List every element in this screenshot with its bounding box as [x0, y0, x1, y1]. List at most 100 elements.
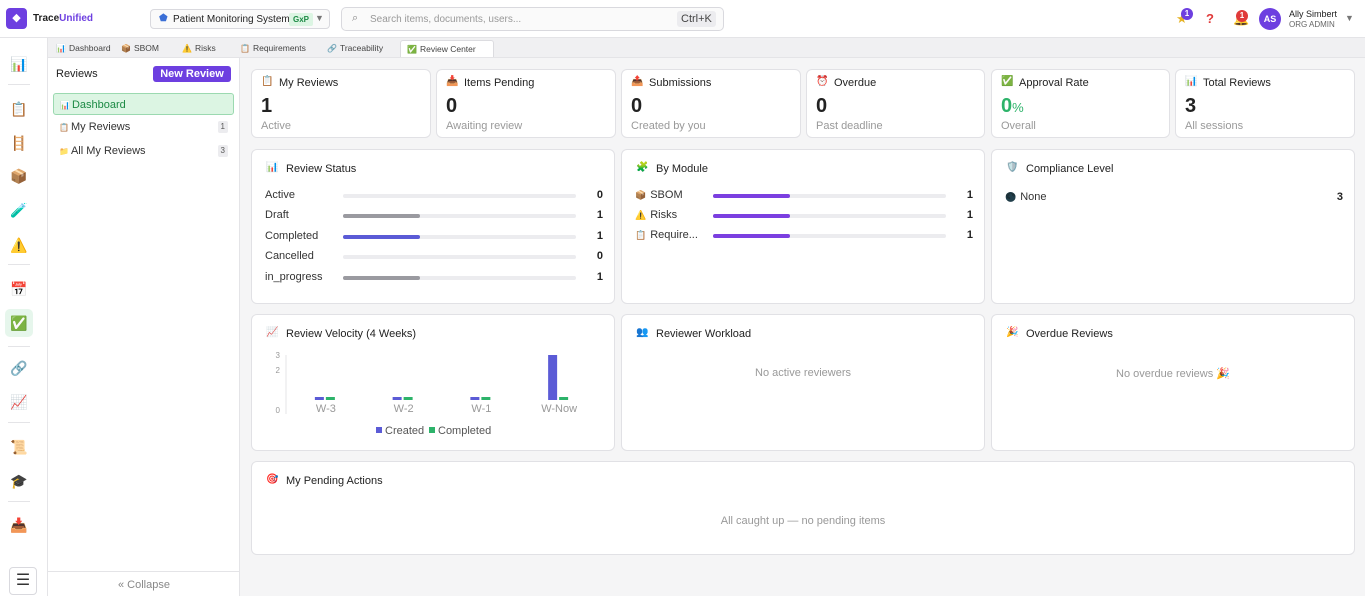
status-row: Draft 1: [265, 207, 603, 223]
row-label-text: Completed: [265, 229, 319, 242]
scroll-icon[interactable]: 📜: [10, 439, 28, 455]
status-row: in_progress 1: [265, 269, 603, 285]
search-shortcut: Ctrl+K: [677, 11, 716, 27]
sidebar-title: Reviews: [56, 68, 98, 80]
card-title: Review Velocity (4 Weeks): [286, 328, 417, 340]
row-label: 📦 SBOM: [635, 189, 683, 201]
dashboard-icon[interactable]: 📊: [10, 56, 28, 72]
progress-track: [343, 214, 576, 219]
sidebar-item-my-reviews[interactable]: 📋 My Reviews 1: [53, 116, 234, 138]
dashboard-icon: 📊: [60, 101, 70, 110]
test-tube-icon[interactable]: 🧪: [10, 202, 28, 218]
pending-actions-card: 🎯 My Pending Actions All caught up — no …: [251, 461, 1355, 555]
trend-chart-icon[interactable]: 📈: [10, 394, 28, 410]
warning-icon[interactable]: ⚠️: [10, 237, 28, 253]
review-center-icon[interactable]: ✅: [5, 309, 33, 337]
legend-label[interactable]: Created: [385, 425, 424, 437]
rail-divider: [8, 422, 30, 423]
new-review-button[interactable]: New Review: [153, 66, 231, 82]
collapse-button[interactable]: « Collapse: [118, 579, 170, 591]
bar-created-w-now[interactable]: [548, 355, 558, 400]
bar-created-w-3[interactable]: [314, 397, 324, 400]
inbox-icon: 📥: [446, 76, 459, 87]
project-selector[interactable]: ⬟ Patient Monitoring System GxP ▼: [150, 9, 330, 29]
progress-track: [713, 194, 946, 198]
bar-created-w-1[interactable]: [470, 397, 480, 400]
stat-label: Total Reviews: [1203, 77, 1271, 89]
bar-completed-w-2[interactable]: [403, 397, 413, 400]
stat-sub: Past deadline: [816, 120, 883, 132]
row-value: 1: [596, 270, 603, 283]
sidebar-item-all-my-reviews[interactable]: 📁 All My Reviews 3: [53, 140, 234, 162]
legend-label[interactable]: Completed: [438, 425, 491, 437]
tab-requirements[interactable]: 📋 Requirements: [234, 40, 312, 57]
app-name[interactable]: TraceUnified: [33, 13, 93, 24]
stat-card-approval-rate[interactable]: ✅ Approval Rate 0% Overall: [991, 69, 1170, 138]
package-icon: 📦: [121, 44, 131, 53]
chevron-down-icon[interactable]: ▼: [1345, 13, 1354, 23]
hierarchy-icon[interactable]: 🪜: [10, 135, 28, 151]
help-icon[interactable]: ?: [1206, 11, 1214, 26]
stat-card-total-reviews[interactable]: 📊 Total Reviews 3 All sessions: [1175, 69, 1355, 138]
bar-created-w-2[interactable]: [392, 397, 402, 400]
row-value: 1: [596, 209, 603, 222]
review-status-card: 📊 Review Status Active 0 Draft 1 Completed 1 C…: [251, 149, 615, 304]
tab-label: Risks: [194, 43, 216, 53]
check-icon: ✅: [407, 45, 417, 54]
app-name-part1: Trace: [33, 13, 60, 24]
bar-completed-w-now[interactable]: [559, 397, 569, 400]
tab-review-center[interactable]: ✅ Review Center: [400, 40, 494, 57]
sidebar-item-label: Dashboard: [71, 99, 126, 111]
row-value: 1: [966, 209, 973, 221]
link-icon[interactable]: 🔗: [10, 360, 28, 376]
clipboard-icon[interactable]: 📋: [10, 101, 28, 117]
warning-icon: ⚠️: [635, 210, 647, 220]
compliance-level-name: None: [1020, 191, 1047, 203]
review-velocity-card: 📈 Review Velocity (4 Weeks) 0 2 3 W-3 W-2 W-1…: [251, 314, 615, 451]
stat-card-my-reviews[interactable]: 📋 My Reviews 1 Active: [251, 69, 431, 138]
package-icon[interactable]: 📦: [10, 168, 28, 184]
tab-dashboard[interactable]: 📊 Dashboard: [50, 40, 117, 57]
stat-card-overdue[interactable]: ⏰ Overdue 0 Past deadline: [806, 69, 985, 138]
overdue-reviews-card: 🎉 Overdue Reviews No overdue reviews 🎉: [991, 314, 1355, 451]
progress-fill: [343, 214, 420, 219]
global-search[interactable]: ⌕ Search items, documents, users... Ctrl…: [341, 7, 724, 31]
bar-completed-w-3[interactable]: [325, 397, 335, 400]
calendar-icon[interactable]: 📅: [10, 281, 28, 297]
star-icon[interactable]: ★: [1176, 11, 1188, 26]
party-icon: 🎉: [1006, 327, 1019, 338]
shield-icon: 🛡️: [1006, 162, 1019, 173]
stat-value: 0: [631, 95, 643, 117]
row-value: 0: [596, 189, 603, 201]
user-name[interactable]: Ally Simbert: [1289, 9, 1338, 19]
star-badge: 1: [1181, 8, 1193, 20]
approval-rate-value: 0: [1001, 95, 1013, 117]
y-tick-label: 0: [276, 406, 281, 415]
rail-divider: [8, 501, 30, 502]
warning-icon: ⚠️: [182, 44, 192, 53]
card-title: Compliance Level: [1026, 163, 1114, 175]
status-row: Completed 1: [265, 228, 603, 244]
avatar[interactable]: AS: [1259, 8, 1281, 30]
puzzle-icon: 🧩: [636, 162, 649, 173]
sidebar-item-dashboard[interactable]: 📊 Dashboard: [53, 93, 234, 115]
app-logo-icon[interactable]: ◆: [6, 8, 27, 29]
stat-sub: Active: [261, 120, 291, 132]
stat-sub: Awaiting review: [446, 120, 523, 132]
sidebar-divider: [48, 571, 240, 572]
check-icon: ✅: [1001, 76, 1014, 87]
left-nav-rail: 📊 📋 🪜 📦 🧪 ⚠️ 📅 ✅ 🔗 📈 📜 🎓 📥 ☰: [0, 38, 48, 596]
tab-risks[interactable]: ⚠️ Risks: [176, 40, 222, 57]
menu-icon[interactable]: ☰: [9, 567, 37, 595]
stat-card-submissions[interactable]: 📤 Submissions 0 Created by you: [621, 69, 801, 138]
graduation-cap-icon[interactable]: 🎓: [10, 473, 28, 489]
progress-track: [713, 214, 946, 218]
tab-sbom[interactable]: 📦 SBOM: [115, 40, 165, 57]
tab-traceability[interactable]: 🔗 Traceability: [321, 40, 389, 57]
inbox-icon[interactable]: 📥: [10, 517, 28, 533]
row-label: Completed: [265, 230, 318, 242]
bar-completed-w-1[interactable]: [481, 397, 491, 400]
user-role: ORG ADMIN: [1289, 20, 1335, 29]
stat-card-items-pending[interactable]: 📥 Items Pending 0 Awaiting review: [436, 69, 616, 138]
row-value: 1: [966, 189, 973, 201]
